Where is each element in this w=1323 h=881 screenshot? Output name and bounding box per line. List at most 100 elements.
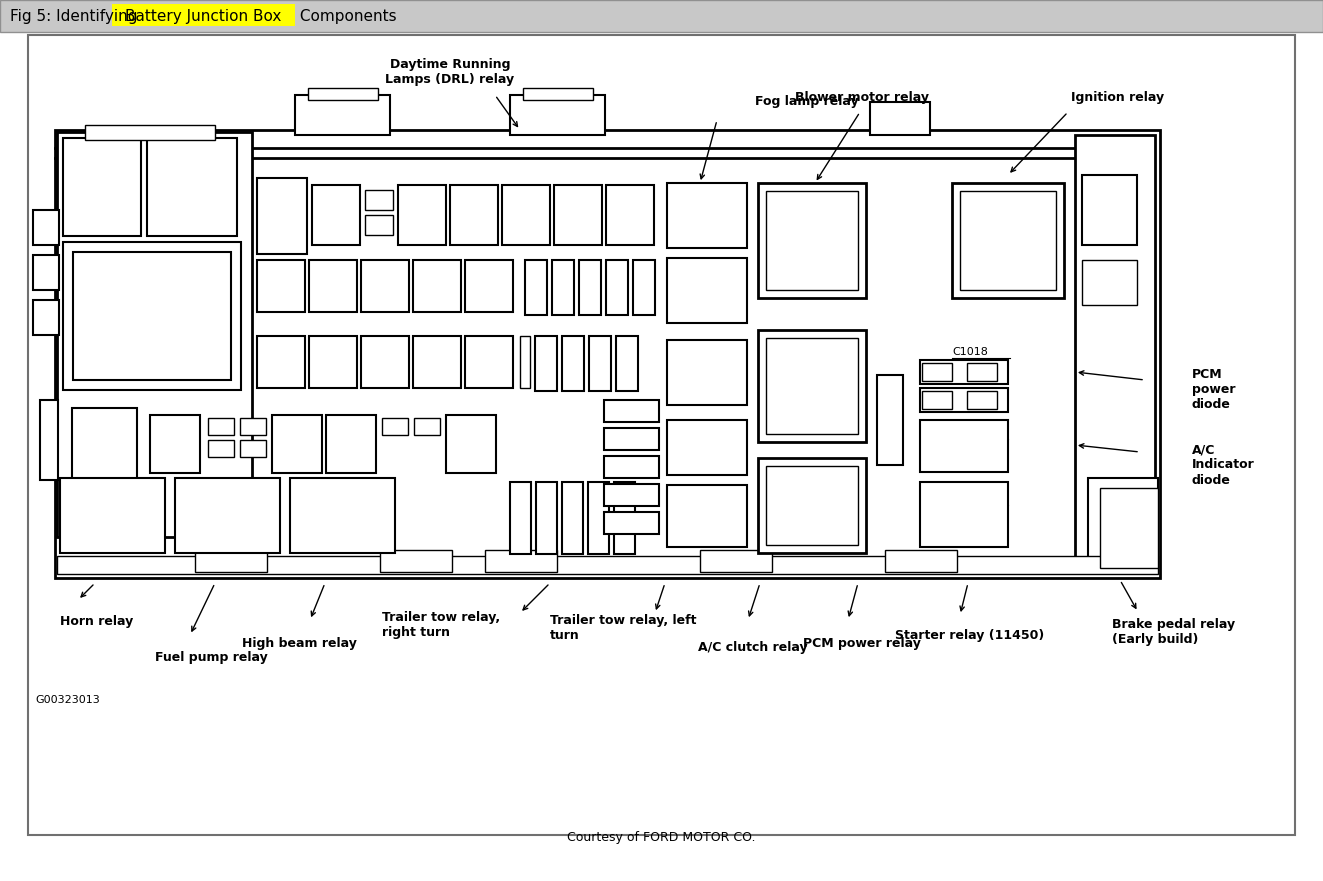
Text: F1.38: F1.38 [541, 507, 550, 529]
Bar [60, 478, 165, 553]
Text: Courtesy of FORD MOTOR CO.: Courtesy of FORD MOTOR CO. [566, 832, 755, 845]
Text: F1.26: F1.26 [569, 352, 578, 374]
Bar [922, 391, 953, 409]
Bar [919, 420, 1008, 472]
Text: C1007: C1007 [688, 204, 726, 217]
Text: Horn relay: Horn relay [60, 616, 134, 628]
Text: F1.15: F1.15 [558, 277, 568, 298]
Text: F1.46: F1.46 [617, 518, 646, 528]
Bar [614, 482, 635, 554]
Text: F1.29: F1.29 [89, 442, 119, 452]
Text: Blower motor relay: Blower motor relay [795, 91, 929, 103]
Bar [953, 183, 1064, 298]
Bar [413, 260, 460, 312]
Text: F1.4: F1.4 [410, 210, 434, 220]
Text: Brake pedal relay
(Early build): Brake pedal relay (Early build) [1113, 618, 1236, 646]
Bar [877, 375, 904, 465]
Bar [667, 420, 747, 475]
Bar [290, 478, 396, 553]
Bar [509, 95, 605, 135]
Text: C1051: C1051 [206, 508, 247, 522]
Text: F1.8: F1.8 [618, 210, 642, 220]
Bar [33, 300, 60, 335]
Bar [73, 252, 232, 380]
Bar [632, 260, 655, 315]
Bar [520, 336, 531, 388]
Text: Trailer tow relay,
right turn: Trailer tow relay, right turn [382, 611, 500, 639]
Text: High beam relay: High beam relay [242, 636, 357, 649]
Bar [308, 88, 378, 100]
Bar [56, 130, 1160, 578]
Bar [310, 336, 357, 388]
Bar [960, 191, 1056, 290]
Bar [414, 418, 441, 435]
Bar [605, 428, 659, 450]
Text: F1.2: F1.2 [324, 210, 348, 220]
Bar [40, 400, 58, 480]
Text: PCM power relay: PCM power relay [803, 636, 921, 649]
Bar [606, 185, 654, 245]
Bar [922, 363, 953, 381]
Bar [606, 260, 628, 315]
Text: Starter relay (11450): Starter relay (11450) [894, 628, 1044, 641]
Bar [413, 336, 460, 388]
Bar [919, 360, 1008, 384]
Bar [758, 330, 867, 442]
Bar [536, 482, 557, 554]
Bar [919, 388, 1008, 412]
Bar [64, 138, 142, 236]
Bar [534, 336, 557, 391]
Bar [617, 336, 638, 391]
Text: C1187: C1187 [688, 440, 726, 454]
Text: C1188: C1188 [688, 509, 726, 522]
Bar [64, 242, 241, 390]
Bar [587, 482, 609, 554]
Text: F1.10: F1.10 [318, 281, 348, 291]
Text: C1016: C1016 [791, 499, 832, 512]
Text: F1.44: F1.44 [617, 462, 646, 472]
Bar [562, 336, 583, 391]
Text: F1.62: F1.62 [876, 415, 905, 425]
Bar [525, 260, 546, 315]
Bar [766, 338, 859, 434]
Bar [464, 260, 513, 312]
Bar [667, 340, 747, 405]
Bar [446, 415, 496, 473]
Bar [57, 132, 251, 537]
Text: Fig 5: Identifying: Fig 5: Identifying [11, 9, 143, 24]
Bar [57, 556, 1158, 574]
Bar [33, 255, 60, 290]
Bar [208, 440, 234, 457]
Text: F1.40: F1.40 [594, 507, 602, 529]
Text: F1.22: F1.22 [421, 357, 452, 367]
Bar [1082, 175, 1136, 245]
Bar [365, 190, 393, 210]
Text: F1.34: F1.34 [336, 439, 366, 449]
Text: PCM
power
diode: PCM power diode [1192, 368, 1236, 411]
Text: F1.18: F1.18 [639, 277, 648, 298]
Bar [667, 183, 747, 248]
Text: Daytime Running
Lamps (DRL) relay: Daytime Running Lamps (DRL) relay [385, 58, 515, 86]
Bar [33, 210, 60, 245]
Bar [509, 482, 531, 554]
Bar [554, 185, 602, 245]
Bar [605, 484, 659, 506]
Bar [398, 185, 446, 245]
Text: F1.36: F1.36 [455, 439, 487, 449]
Bar [365, 215, 393, 235]
Text: F1.14: F1.14 [532, 277, 541, 298]
Bar [967, 391, 998, 409]
Text: F1.16: F1.16 [586, 277, 594, 298]
Text: F1.30: F1.30 [160, 439, 191, 449]
Bar [501, 185, 550, 245]
Bar [295, 95, 390, 135]
Text: F1.23: F1.23 [474, 357, 504, 367]
Bar [257, 178, 307, 254]
Bar [361, 260, 409, 312]
Text: F1.11: F1.11 [369, 281, 401, 291]
Bar [486, 550, 557, 572]
Bar [175, 478, 280, 553]
Text: C1008: C1008 [688, 366, 726, 379]
Bar [85, 125, 216, 140]
Bar [758, 458, 867, 553]
